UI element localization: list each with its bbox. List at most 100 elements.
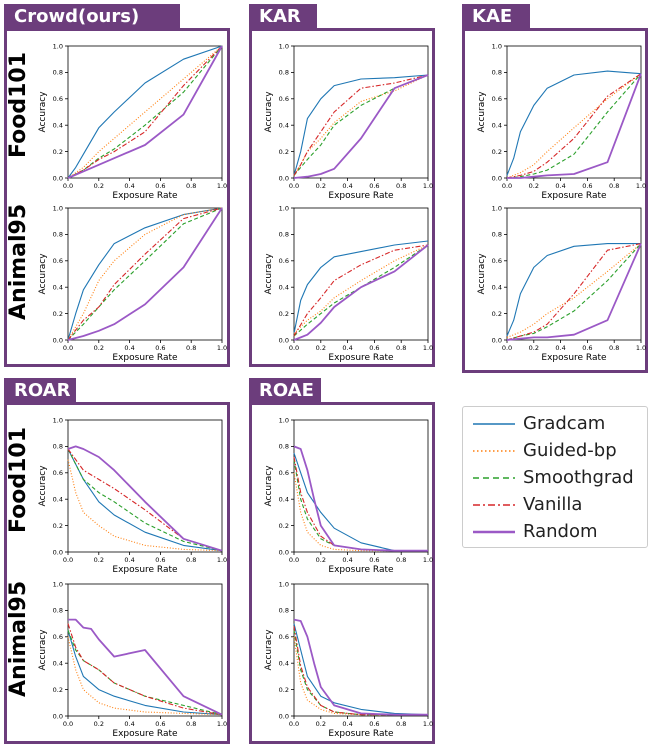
y-tick-label: 1.0 [492, 204, 502, 212]
panel-roae [249, 402, 435, 744]
x-tick-label: 1.0 [423, 556, 433, 564]
y-tick-label: 0.6 [53, 469, 63, 477]
chart-kae-food101: 0.0 0.2 0.4 0.6 0.8 1.0 0.0 0.2 0.4 0.6 0.8 1.0 Expo… [477, 42, 646, 201]
series-line-random [68, 618, 223, 716]
y-tick-label: 0.6 [53, 257, 63, 265]
series-line-gradcam [293, 240, 429, 334]
x-tick-label: 0.8 [396, 556, 406, 564]
y-tick-label: 0.0 [492, 336, 502, 344]
y-axis-label: Accuracy [38, 629, 48, 671]
series-line-random [293, 74, 429, 179]
series-line-gradcam [293, 74, 429, 176]
y-tick-label: 0.0 [492, 174, 502, 182]
y-tick-label: 0.8 [53, 443, 63, 451]
series-line-random [507, 73, 642, 179]
x-tick-label: 0.0 [63, 556, 73, 564]
x-axis-label: Exposure Rate [112, 565, 178, 575]
x-tick-label: 1.0 [217, 556, 227, 564]
series-line-vanilla [67, 207, 223, 341]
y-tick-label: 0.4 [279, 496, 289, 504]
x-tick-label: 0.0 [289, 556, 299, 564]
x-tick-label: 1.0 [217, 344, 227, 352]
x-tick-label: 0.8 [186, 556, 196, 564]
legend-item-smoothgrad: Smoothgrad [463, 465, 649, 491]
y-axis-label: Accuracy [38, 253, 48, 295]
y-tick-label: 0.0 [279, 548, 289, 556]
legend-label-gradcam: Gradcam [523, 413, 606, 434]
x-tick-label: 0.4 [342, 720, 352, 728]
x-tick-label: 0.2 [316, 720, 326, 728]
y-tick-label: 0.6 [279, 95, 289, 103]
y-tick-label: 0.0 [53, 548, 63, 556]
x-tick-label: 0.6 [369, 344, 379, 352]
series-line-random [293, 618, 428, 716]
panel-title-kar: KAR [249, 4, 317, 30]
x-tick-label: 0.0 [502, 182, 512, 190]
chart-crowd-food101: 0.0 0.2 0.4 0.6 0.8 1.0 0.0 0.2 0.4 0.6 0.8 1.0 Expo… [38, 42, 227, 201]
chart-crowd-animal95: 0.0 0.2 0.4 0.6 0.8 1.0 0.0 0.2 0.4 0.6 0.8 1.0 Expo… [38, 204, 227, 363]
plot-area [506, 207, 642, 341]
plot-area [506, 45, 642, 179]
plot-area [293, 45, 429, 179]
series-line-gradcam [67, 207, 223, 341]
series-line-guided-bp [67, 636, 223, 716]
x-tick-label: 0.2 [316, 344, 326, 352]
x-axis-label: Exposure Rate [541, 191, 607, 201]
y-tick-label: 0.8 [53, 69, 63, 77]
y-tick-label: 0.4 [279, 122, 289, 130]
series-line-guided-bp [293, 244, 429, 334]
y-axis-label: Accuracy [264, 629, 274, 671]
x-tick-label: 0.8 [186, 720, 196, 728]
plot-area [293, 583, 429, 717]
y-tick-label: 1.0 [53, 416, 63, 424]
chart-roar-animal95: 0.0 0.2 0.4 0.6 0.8 1.0 0.0 0.2 0.4 0.6 0.8 1.0 Expo… [38, 580, 227, 739]
series-line-smoothgrad [67, 630, 223, 716]
y-tick-label: 0.2 [53, 686, 63, 694]
chart-roae-food101: 0.0 0.2 0.4 0.6 0.8 1.0 0.0 0.2 0.4 0.6 0.8 1.0 Expo… [264, 416, 433, 575]
y-tick-label: 0.8 [279, 607, 289, 615]
series-line-smoothgrad [293, 459, 428, 552]
x-tick-label: 0.0 [289, 720, 299, 728]
y-tick-label: 0.6 [279, 469, 289, 477]
series-line-vanilla [293, 74, 429, 176]
x-axis-label: Exposure Rate [328, 565, 394, 575]
series-line-gradcam [293, 452, 428, 552]
y-tick-label: 0.2 [492, 310, 502, 318]
legend-swatch-gradcam [473, 423, 515, 425]
y-tick-label: 0.4 [53, 496, 63, 504]
legend-item-guided-bp: Guided-bp [463, 438, 649, 464]
x-tick-label: 0.8 [609, 182, 619, 190]
y-tick-label: 0.8 [492, 231, 502, 239]
x-tick-label: 0.6 [155, 344, 165, 352]
panel-title-roar: ROAR [4, 378, 76, 404]
chart-roar-food101: 0.0 0.2 0.4 0.6 0.8 1.0 0.0 0.2 0.4 0.6 0.8 1.0 Expo… [38, 416, 227, 575]
x-tick-label: 0.0 [502, 344, 512, 352]
y-tick-label: 0.6 [279, 257, 289, 265]
y-tick-label: 1.0 [53, 42, 63, 50]
series-line-smoothgrad [67, 45, 223, 179]
series-line-gradcam [506, 70, 642, 176]
y-tick-label: 0.4 [53, 122, 63, 130]
legend-swatch-vanilla [473, 504, 515, 506]
legend-label-guided-bp: Guided-bp [523, 440, 617, 461]
y-tick-label: 0.0 [279, 336, 289, 344]
x-axis-label: Exposure Rate [328, 191, 394, 201]
series-line-smoothgrad [506, 73, 642, 179]
x-tick-label: 0.4 [555, 182, 565, 190]
x-tick-label: 1.0 [636, 182, 646, 190]
y-tick-label: 0.8 [279, 231, 289, 239]
series-line-guided-bp [506, 73, 642, 179]
x-tick-label: 0.2 [316, 182, 326, 190]
y-axis-label: Accuracy [477, 91, 487, 133]
chart-kae-animal95: 0.0 0.2 0.4 0.6 0.8 1.0 0.0 0.2 0.4 0.6 0.8 1.0 Expo… [477, 204, 646, 363]
x-tick-label: 0.2 [316, 556, 326, 564]
x-axis-label: Exposure Rate [112, 729, 178, 739]
x-tick-label: 0.6 [155, 182, 165, 190]
plot-area [293, 207, 429, 341]
series-line-guided-bp [506, 243, 642, 338]
x-tick-label: 0.8 [396, 182, 406, 190]
x-tick-label: 1.0 [423, 344, 433, 352]
series-line-smoothgrad [293, 74, 429, 176]
x-tick-label: 0.2 [94, 344, 104, 352]
y-tick-label: 1.0 [279, 204, 289, 212]
